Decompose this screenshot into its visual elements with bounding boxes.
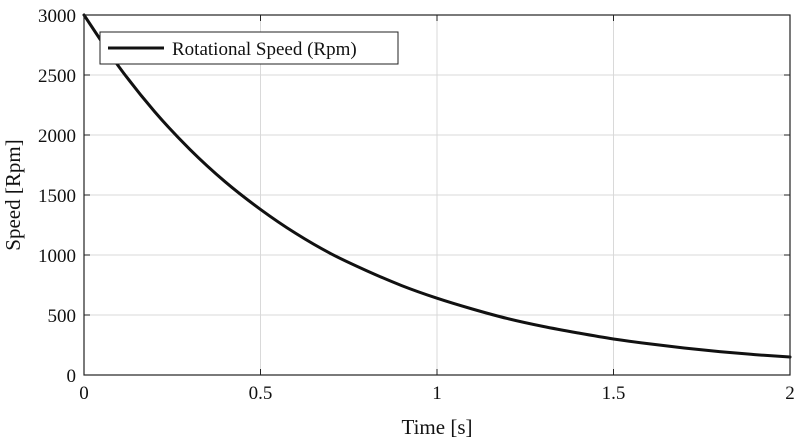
ticks: 0 0.5 1 1.5 2 0 500 1000 1500 2000 2500 3000	[38, 6, 795, 404]
legend-label: Rotational Speed (Rpm)	[172, 39, 357, 60]
y-tick-label: 0	[67, 366, 77, 387]
grid	[83, 14, 791, 376]
y-tick-label: 2500	[38, 66, 76, 87]
x-tick-label: 0	[79, 383, 89, 404]
y-tick-label: 3000	[38, 6, 76, 27]
x-axis-label: Time [s]	[402, 415, 473, 439]
y-axis-label: Speed [Rpm]	[1, 139, 25, 250]
x-tick-label: 1.5	[602, 383, 626, 404]
y-tick-label: 1000	[38, 246, 76, 267]
x-tick-label: 2	[785, 383, 795, 404]
legend: Rotational Speed (Rpm)	[99, 31, 399, 65]
y-tick-label: 500	[48, 306, 77, 327]
y-tick-label: 2000	[38, 126, 76, 147]
x-tick-label: 1	[432, 383, 442, 404]
x-tick-label: 0.5	[249, 383, 273, 404]
series-layer	[82, 13, 792, 359]
series-line-rotational-speed	[82, 13, 792, 359]
y-tick-label: 1500	[38, 186, 76, 207]
